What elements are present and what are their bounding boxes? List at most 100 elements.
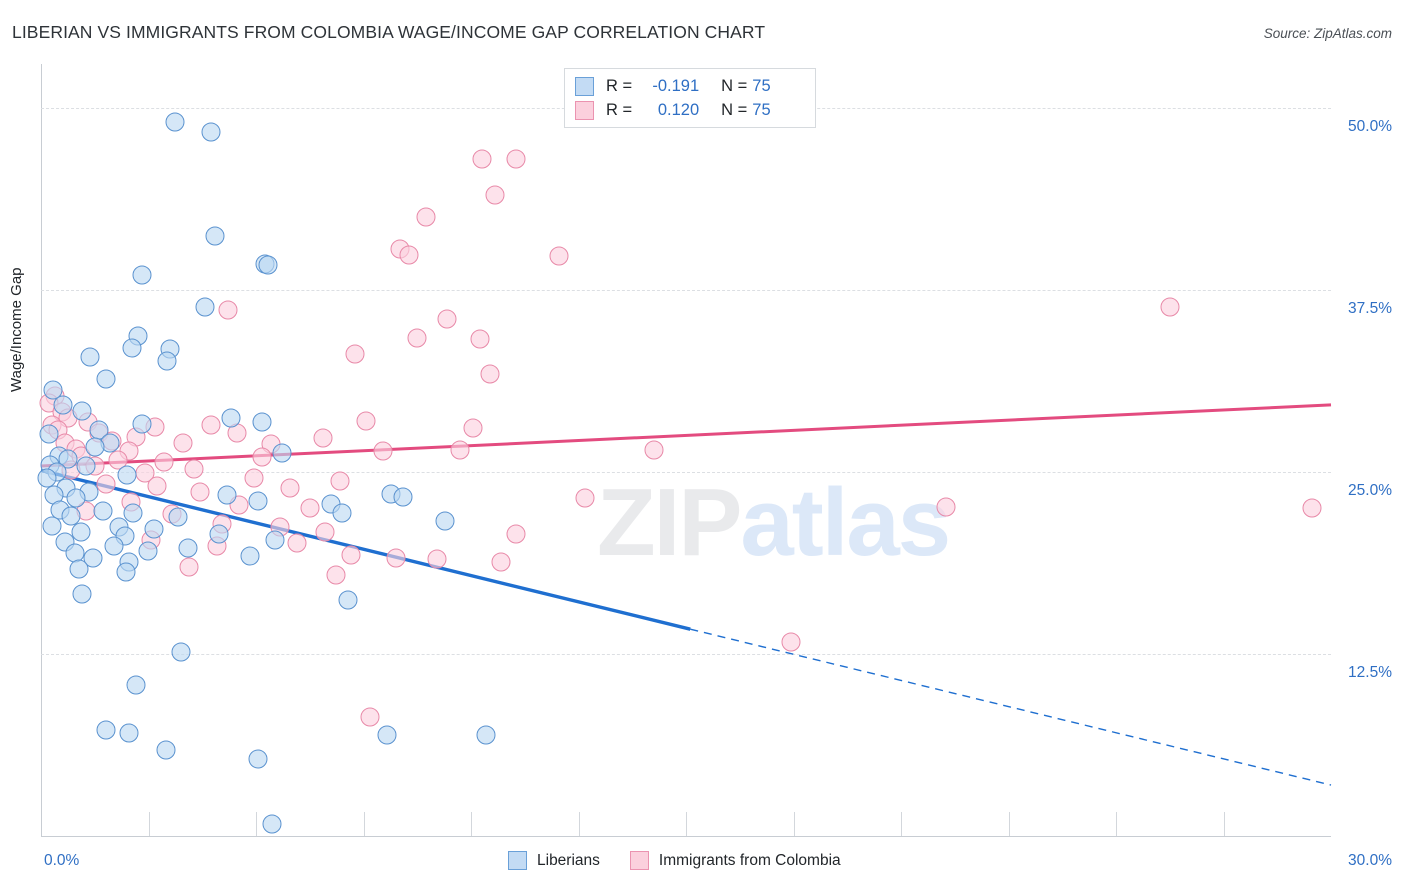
data-point-liberians	[252, 412, 272, 432]
y-axis-tick-label: 12.5%	[1348, 663, 1392, 681]
data-point-colombia	[472, 149, 492, 169]
data-point-liberians	[178, 538, 198, 558]
stat-r-value: -0.191	[652, 76, 700, 95]
y-axis-line	[41, 64, 42, 836]
x-axis-tick	[363, 812, 365, 836]
data-point-liberians	[53, 395, 73, 415]
data-point-liberians	[338, 590, 358, 610]
data-point-colombia	[154, 452, 174, 472]
data-point-liberians	[332, 503, 352, 523]
x-axis-tick	[793, 812, 795, 836]
x-axis-tick	[578, 812, 580, 836]
x-axis-tick	[256, 812, 257, 836]
data-point-colombia	[470, 329, 490, 349]
data-point-liberians	[71, 522, 91, 542]
data-point-liberians	[117, 465, 137, 485]
legend-entry-pink[interactable]: Immigrants from Colombia	[629, 851, 841, 870]
y-axis-tick-label: 50.0%	[1348, 117, 1392, 135]
data-point-liberians	[262, 814, 282, 834]
legend-label: Liberians	[537, 851, 600, 869]
data-point-colombia	[1160, 297, 1180, 317]
data-point-liberians	[138, 541, 158, 560]
data-point-colombia	[416, 207, 436, 227]
trendlines-layer	[40, 403, 1332, 786]
legend-label: Immigrants from Colombia	[658, 851, 841, 869]
correlation-stat-row: R = 0.120 N = 75	[575, 98, 805, 122]
data-point-colombia	[341, 545, 361, 565]
stat-r-value: 0.120	[657, 100, 700, 119]
data-point-colombia	[437, 309, 457, 329]
stat-r-label: R =	[606, 100, 633, 119]
data-point-colombia	[936, 497, 956, 517]
data-point-liberians	[104, 536, 124, 556]
stat-n-value: 75	[752, 76, 771, 95]
data-point-liberians	[377, 725, 397, 745]
data-point-liberians	[240, 546, 260, 566]
data-point-colombia	[287, 533, 307, 553]
data-point-liberians	[435, 511, 455, 531]
data-point-colombia	[190, 482, 210, 502]
blue-trendline-dashed	[690, 628, 1332, 786]
data-point-colombia	[463, 418, 483, 438]
data-point-colombia	[201, 415, 221, 435]
x-axis-tick	[148, 812, 150, 836]
data-point-liberians	[126, 675, 146, 694]
data-point-colombia	[330, 471, 350, 491]
data-point-liberians	[39, 424, 59, 444]
data-point-liberians	[221, 408, 241, 428]
data-point-colombia	[491, 552, 511, 572]
data-point-liberians	[116, 562, 136, 582]
data-point-colombia	[480, 364, 500, 384]
data-point-colombia	[485, 185, 505, 205]
legend-entry-blue[interactable]: Liberians	[508, 851, 600, 870]
data-point-liberians	[144, 519, 164, 539]
data-point-colombia	[96, 474, 115, 493]
data-point-liberians	[258, 255, 278, 275]
page-title: LIBERIAN VS IMMIGRANTS FROM COLOMBIA WAG…	[12, 22, 766, 42]
y-axis-tick-label: 37.5%	[1348, 299, 1392, 317]
data-point-liberians	[157, 351, 177, 371]
stat-r-label: R =	[606, 76, 633, 95]
data-point-colombia	[300, 498, 320, 518]
data-point-liberians	[83, 548, 103, 568]
x-axis-min-label: 0.0%	[44, 852, 80, 869]
data-point-colombia	[315, 522, 335, 542]
data-point-liberians	[476, 725, 496, 745]
data-point-liberians	[132, 265, 152, 285]
data-point-liberians	[69, 559, 89, 579]
data-point-liberians	[165, 112, 185, 132]
data-point-liberians	[393, 487, 413, 507]
data-point-liberians	[72, 584, 92, 604]
x-axis-tick	[1223, 812, 1225, 836]
data-point-liberians	[205, 226, 225, 246]
stat-n-label: N =	[721, 100, 748, 119]
legend-swatch-pink	[629, 851, 649, 870]
data-point-colombia	[313, 428, 333, 448]
data-point-liberians	[265, 530, 285, 550]
data-point-colombia	[549, 246, 569, 266]
data-point-colombia	[427, 549, 447, 569]
data-point-colombia	[506, 149, 526, 169]
data-point-liberians	[93, 501, 113, 521]
data-point-colombia	[644, 440, 664, 460]
data-point-colombia	[386, 548, 406, 568]
gridline	[41, 653, 1331, 655]
data-point-liberians	[85, 437, 105, 457]
stat-swatch-blue	[575, 76, 594, 96]
data-point-liberians	[42, 516, 62, 536]
blue-trendline-solid	[40, 468, 691, 631]
data-point-liberians	[168, 507, 188, 527]
gridline	[41, 289, 1331, 291]
data-point-liberians	[96, 720, 116, 740]
series-legend: Liberians Immigrants from Colombia	[508, 851, 871, 870]
source-attribution: Source: ZipAtlas.com	[1263, 26, 1392, 41]
data-point-colombia	[252, 447, 272, 467]
data-point-liberians	[66, 488, 86, 508]
x-axis-tick	[1116, 812, 1117, 836]
data-point-colombia	[407, 328, 427, 348]
x-axis-tick	[1008, 812, 1010, 836]
data-point-colombia	[244, 468, 264, 488]
data-point-liberians	[80, 347, 100, 367]
data-point-colombia	[373, 441, 393, 461]
data-point-colombia	[280, 478, 300, 498]
